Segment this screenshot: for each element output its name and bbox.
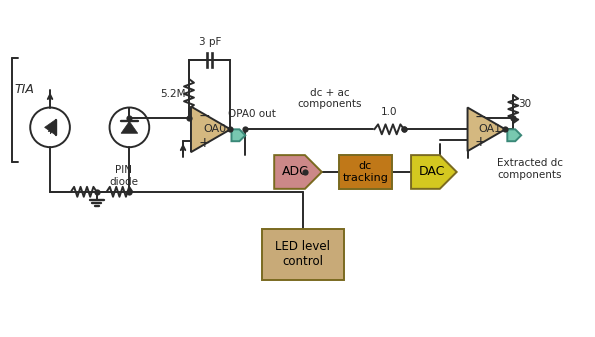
Text: LED level
control: LED level control bbox=[275, 240, 330, 268]
Polygon shape bbox=[231, 129, 245, 141]
Text: OA1: OA1 bbox=[479, 124, 502, 134]
Polygon shape bbox=[191, 106, 230, 152]
Polygon shape bbox=[411, 155, 457, 189]
Polygon shape bbox=[468, 108, 505, 151]
Text: TIA: TIA bbox=[14, 83, 34, 96]
Polygon shape bbox=[508, 129, 521, 141]
Text: Extracted dc
components: Extracted dc components bbox=[497, 158, 563, 180]
Text: PIN
diode: PIN diode bbox=[109, 165, 138, 187]
Text: OPA0 out: OPA0 out bbox=[228, 110, 276, 119]
Text: dc
tracking: dc tracking bbox=[343, 161, 389, 183]
Text: +: + bbox=[199, 136, 211, 150]
Text: OA0: OA0 bbox=[203, 124, 226, 134]
Polygon shape bbox=[121, 121, 137, 133]
Text: 5.2M: 5.2M bbox=[161, 89, 186, 99]
Text: −: − bbox=[475, 110, 486, 123]
FancyBboxPatch shape bbox=[339, 155, 392, 189]
Text: dc + ac
components: dc + ac components bbox=[298, 88, 362, 110]
Text: ADC: ADC bbox=[281, 165, 308, 179]
Text: 1.0: 1.0 bbox=[381, 108, 397, 117]
Text: −: − bbox=[199, 109, 211, 123]
Text: +: + bbox=[475, 135, 486, 149]
FancyBboxPatch shape bbox=[262, 228, 344, 280]
Text: 30: 30 bbox=[519, 99, 532, 109]
Text: DAC: DAC bbox=[419, 165, 445, 179]
Polygon shape bbox=[274, 155, 322, 189]
Polygon shape bbox=[45, 120, 55, 135]
Text: 3 pF: 3 pF bbox=[199, 37, 221, 47]
